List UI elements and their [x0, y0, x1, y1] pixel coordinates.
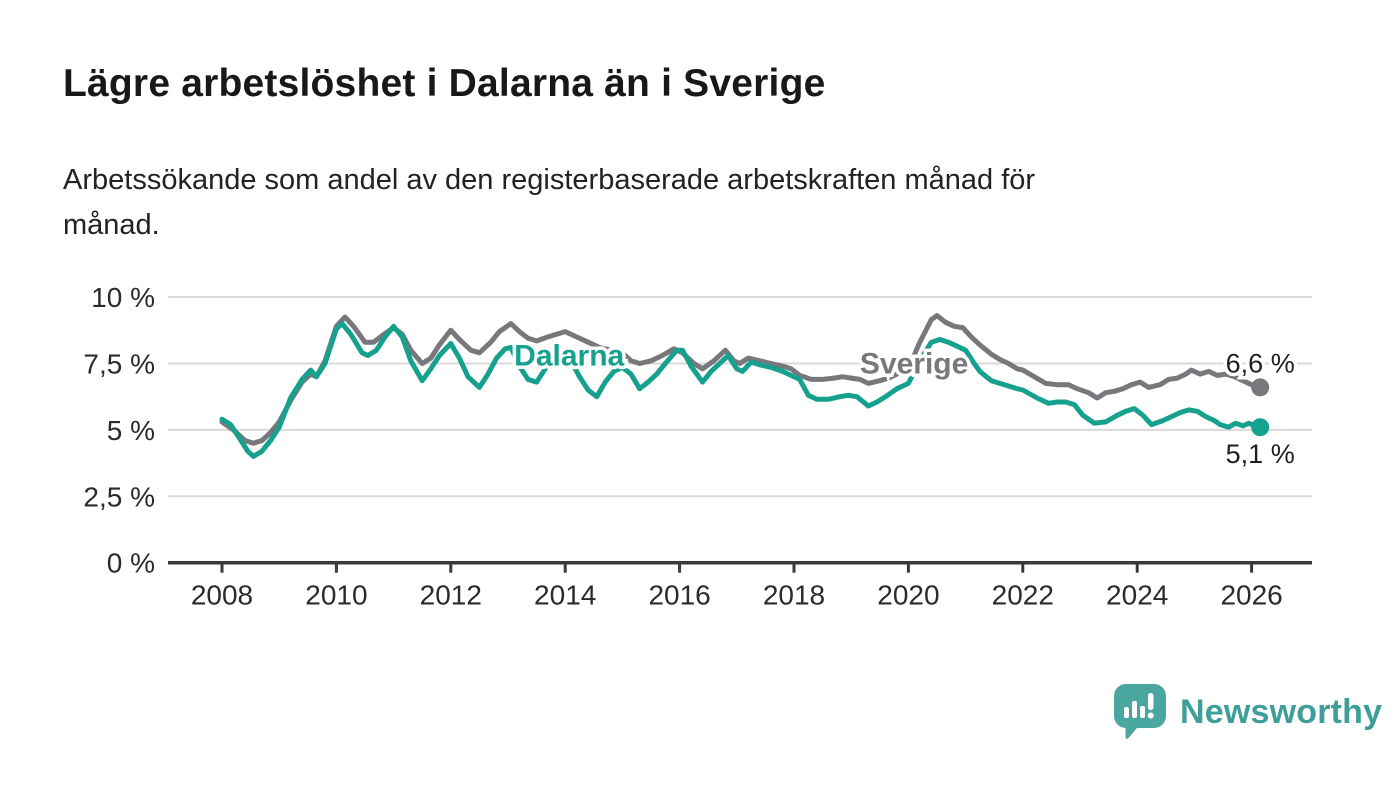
chart-subtitle-line1: Arbetssökande som andel av den registerb…	[63, 164, 1036, 196]
series-label-dalarna: Dalarna	[514, 339, 624, 372]
x-tick-label-2008: 2008	[191, 580, 253, 611]
chart-title: Lägre arbetslöshet i Dalarna än i Sverig…	[63, 62, 826, 105]
x-tick-label-2018: 2018	[763, 580, 825, 611]
series-label-sverige: Sverige	[860, 347, 968, 380]
series-line-dalarna	[219, 321, 1263, 459]
bar-3	[1140, 706, 1145, 718]
x-tick-label-2024: 2024	[1106, 580, 1168, 611]
chart-subtitle-line2: månad.	[63, 208, 160, 241]
unemployment-line-chart: 6,6 % Sverige 5,1 % Dalarna 0 % 2,5 % 5 % 7,5 %…	[60, 275, 1340, 620]
x-tick-label-2026: 2026	[1220, 580, 1282, 611]
newsworthy-logo-icon	[1114, 684, 1166, 739]
x-tick-label-2016: 2016	[648, 580, 710, 611]
y-tick-label-5: 5 %	[107, 415, 155, 446]
y-tick-label-7.5: 7,5 %	[83, 348, 155, 379]
brand-name: Newsworthy	[1180, 692, 1383, 731]
y-tick-label-10: 10 %	[91, 282, 155, 313]
x-tick-label-2014: 2014	[534, 580, 596, 611]
series-end-dot-dalarna	[1251, 418, 1270, 437]
series-end-value-sverige: 6,6 %	[1226, 348, 1295, 378]
bar-1	[1124, 707, 1129, 718]
y-tick-label-2.5: 2,5 %	[83, 481, 155, 512]
x-tick-label-2022: 2022	[992, 580, 1054, 611]
x-tick-label-2010: 2010	[305, 580, 367, 611]
y-tick-label-0: 0 %	[107, 548, 155, 579]
x-tick-label-2020: 2020	[877, 580, 939, 611]
line-chart-canvas: 6,6 % Sverige 5,1 % Dalarna 0 % 2,5 % 5 % 7,5 %…	[83, 282, 1312, 611]
bar-2	[1132, 701, 1137, 718]
exclamation-stem	[1148, 693, 1154, 710]
exclamation-dot	[1147, 712, 1154, 719]
series-end-value-dalarna: 5,1 %	[1226, 439, 1295, 469]
series-end-dot-sverige	[1251, 378, 1270, 397]
chart-subtitle: Arbetssökande som andel av den registerb…	[63, 158, 1035, 248]
x-tick-label-2012: 2012	[420, 580, 482, 611]
brand-footer: Newsworthy	[1112, 682, 1382, 742]
